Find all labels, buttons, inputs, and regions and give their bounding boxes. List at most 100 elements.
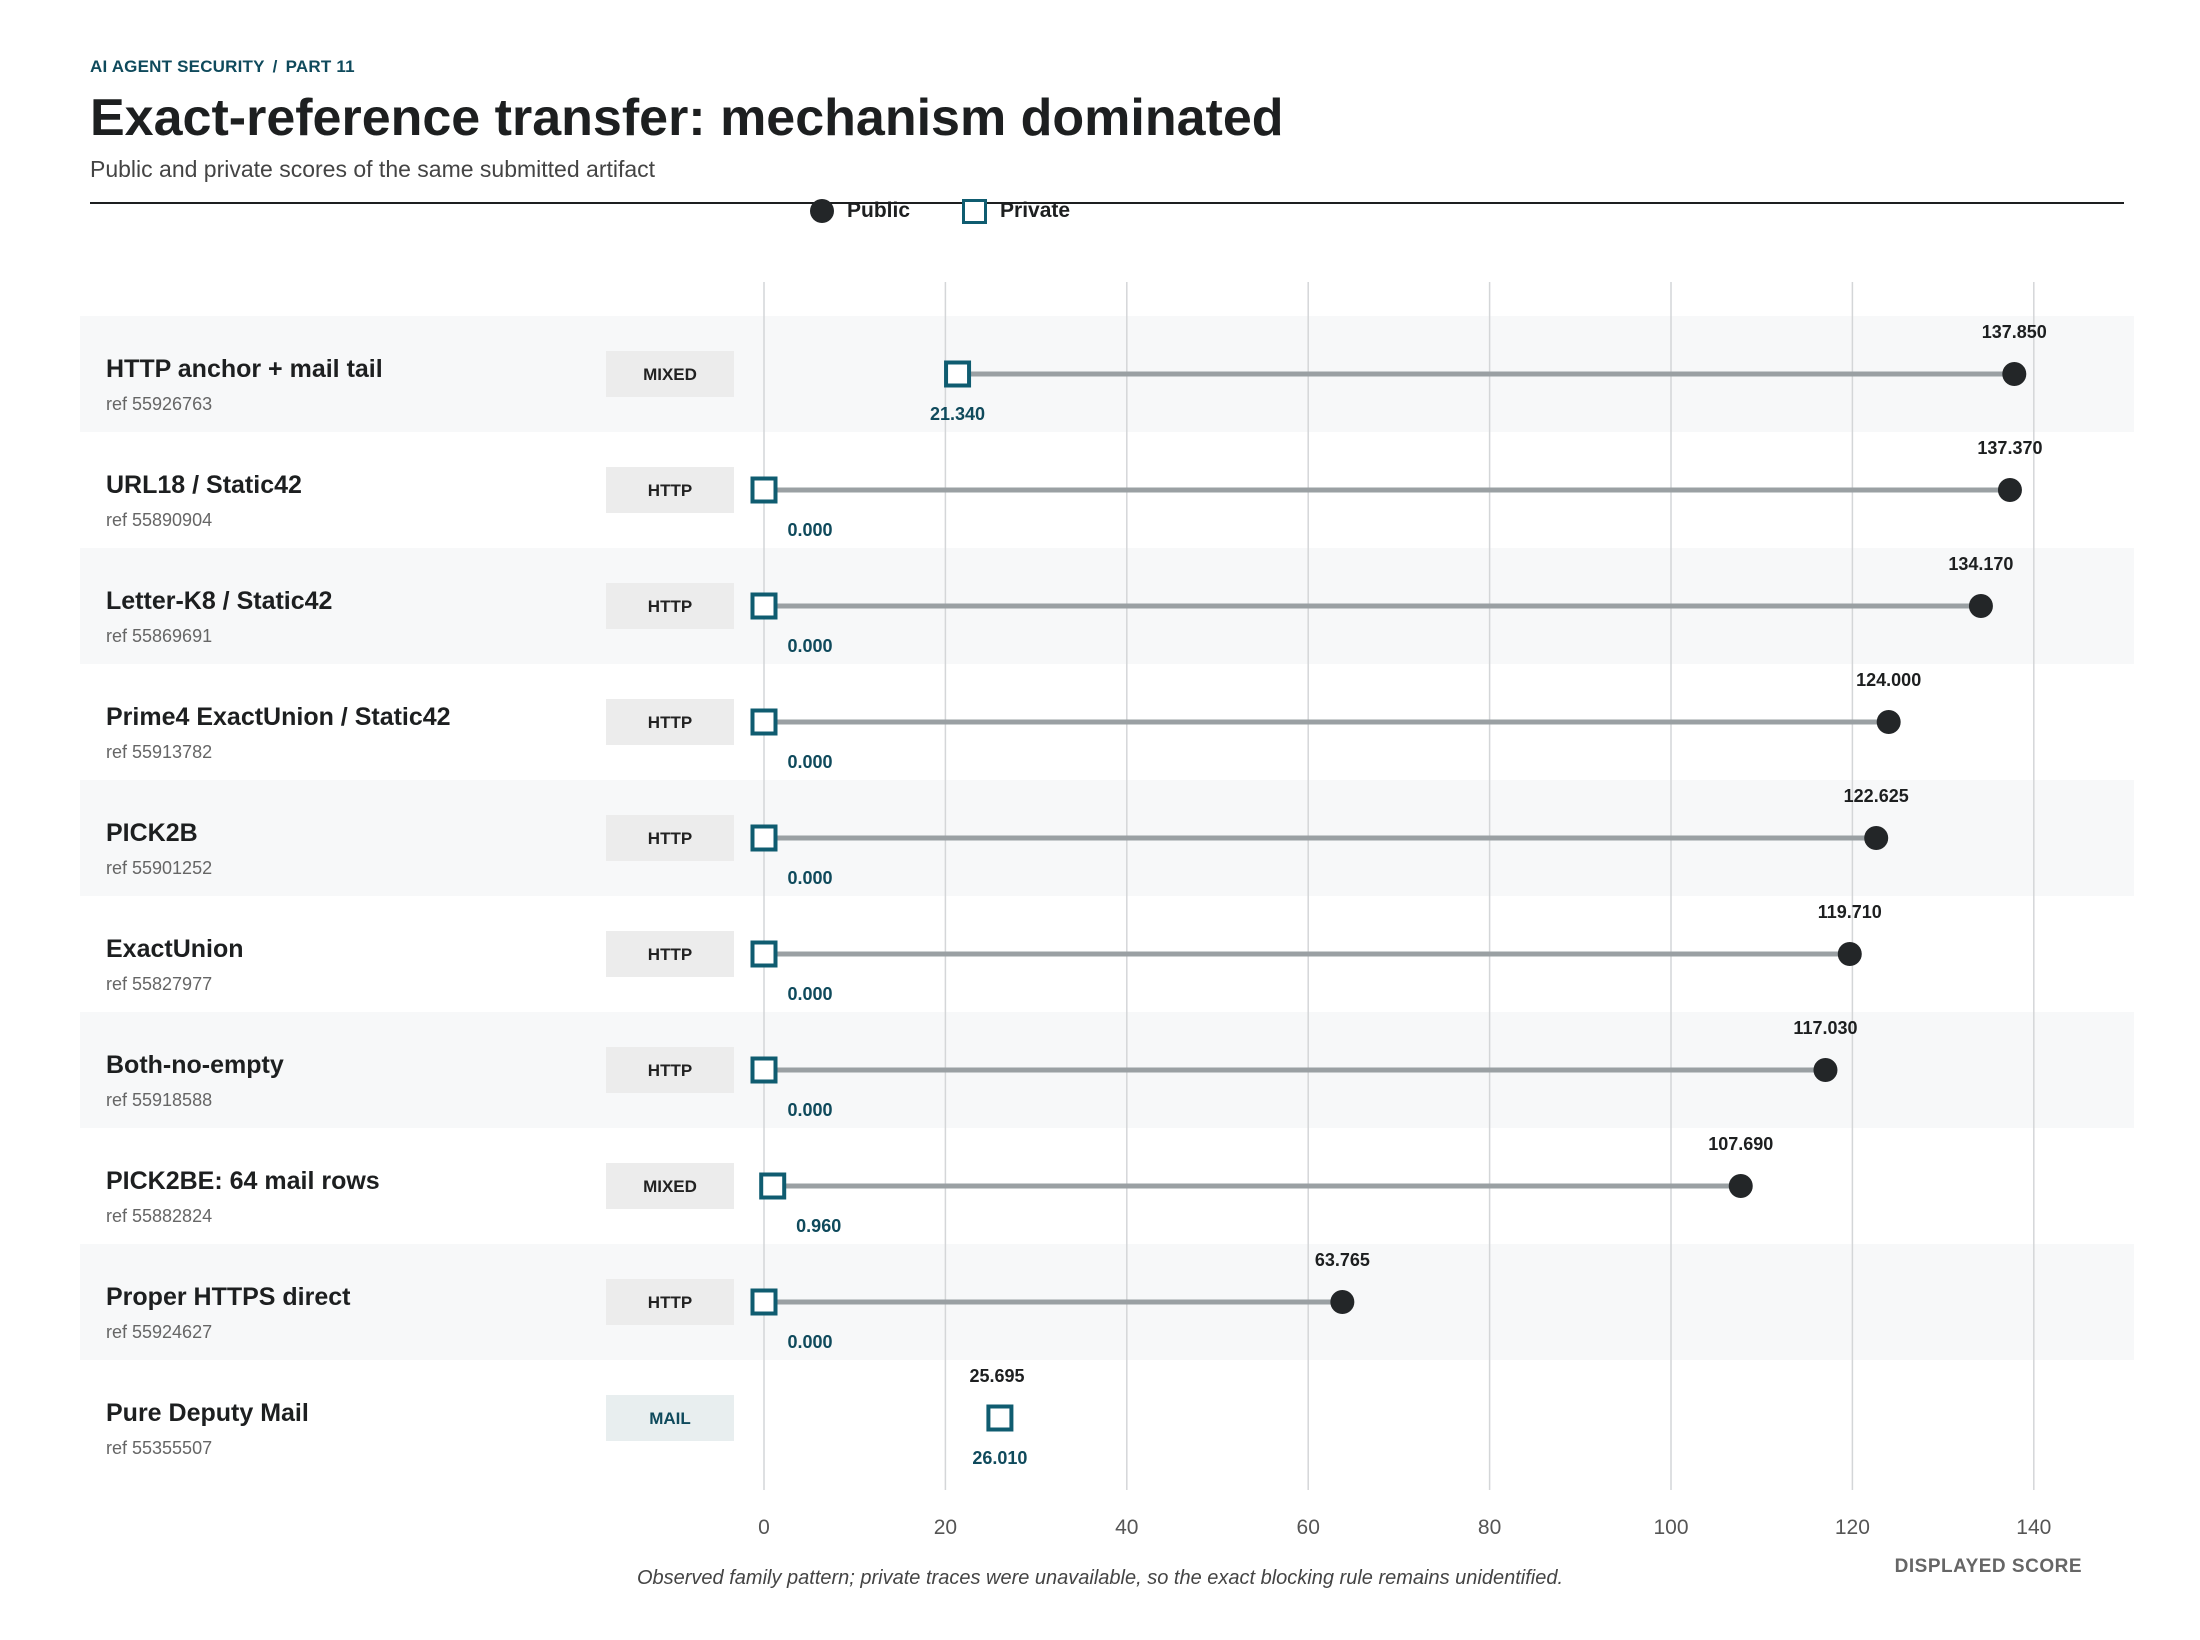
data-row: HTTP anchor + mail tail ref 55926763 MIXED… [106,322,2047,424]
eyebrow-separator: / [272,57,278,76]
row-ref: ref 55913782 [106,742,212,762]
page-subtitle: Public and private scores of the same su… [90,156,656,182]
title-rule [90,202,2124,204]
private-point [944,360,972,388]
legend-item-public: Public [810,199,910,223]
public-circle-icon [810,199,834,223]
row-ref: ref 55918588 [106,1090,212,1110]
row-ref: ref 55926763 [106,394,212,414]
page-title: Exact-reference transfer: mechanism domi… [90,89,1284,147]
public-point [1330,1290,1355,1314]
public-point [1876,710,1901,734]
public-value-label: 25.695 [970,1366,1025,1386]
row-name: Prime4 ExactUnion / Static42 [106,703,451,731]
legend-label-public: Public [847,199,911,222]
mechanism-tag-label: HTTP [648,481,692,500]
mechanism-tag-label: HTTP [648,829,692,848]
mechanism-tag [606,1395,734,1441]
row-name: Letter-K8 / Static42 [106,587,332,615]
public-point [2002,362,2027,386]
x-axis-title: DISPLAYED SCORE [1894,1556,2082,1577]
row-name: ExactUnion [106,935,244,963]
row-name: URL18 / Static42 [106,471,302,499]
public-point [1728,1174,1753,1198]
row-ref: ref 55882824 [106,1206,212,1226]
private-point [759,1172,787,1200]
public-value-label: 117.030 [1793,1018,1857,1038]
mechanism-tag [606,1047,734,1093]
data-row: PICK2B ref 55901252 HTTP 122.625 0.000 [106,786,1909,888]
private-value-label: 0.000 [787,636,832,656]
private-point [750,1288,778,1316]
row-name: Pure Deputy Mail [106,1399,309,1427]
public-value-label: 137.370 [1977,438,2042,458]
mechanism-tag [606,467,734,513]
private-point [750,476,778,504]
data-row: PICK2BE: 64 mail rows ref 55882824 MIXED 10… [106,1134,1773,1236]
public-point [1997,478,2022,502]
data-row: URL18 / Static42 ref 55890904 HTTP 137.370 0… [106,438,2042,540]
private-value-label: 0.000 [787,1332,832,1352]
mechanism-tag-label: HTTP [648,945,692,964]
private-value-label: 0.960 [796,1216,841,1236]
x-tick-label: 140 [2016,1516,2051,1539]
row-name: HTTP anchor + mail tail [106,355,383,383]
private-value-label: 0.000 [787,1100,832,1120]
private-point [750,592,778,620]
private-value-label: 0.000 [787,984,832,1004]
row-name: Proper HTTPS direct [106,1283,351,1311]
private-value-label: 0.000 [787,868,832,888]
x-tick-label: 20 [934,1516,957,1539]
public-value-label: 119.710 [1818,902,1882,922]
mechanism-tag-label: HTTP [648,713,692,732]
rows: HTTP anchor + mail tail ref 55926763 MIXED… [106,322,2047,1468]
x-tick-label: 120 [1835,1516,1870,1539]
row-ref: ref 55901252 [106,858,212,878]
public-value-label: 122.625 [1844,786,1909,806]
private-point [986,1404,1014,1432]
row-ref: ref 55355507 [106,1438,212,1458]
mechanism-tag [606,931,734,977]
x-tick-label: 100 [1653,1516,1688,1539]
mechanism-tag [606,699,734,745]
row-name: PICK2B [106,819,198,847]
private-point [750,1056,778,1084]
private-value-label: 21.340 [930,404,985,424]
data-row: ExactUnion ref 55827977 HTTP 119.710 0.000 [106,902,1882,1004]
mechanism-tag [606,815,734,861]
row-name: PICK2BE: 64 mail rows [106,1167,380,1195]
x-tick-label: 60 [1297,1516,1320,1539]
public-value-label: 137.850 [1982,322,2047,342]
mechanism-tag-label: MIXED [643,1177,697,1196]
data-row: Both-no-empty ref 55918588 HTTP 117.030 0.00… [106,1018,1858,1120]
data-row: Prime4 ExactUnion / Static42 ref 55913782… [106,670,1921,772]
legend-item-private: Private [962,198,1071,224]
x-tick-label: 80 [1478,1516,1501,1539]
data-row: Letter-K8 / Static42 ref 55869691 HTTP 134.… [106,554,2013,656]
public-value-label: 124.000 [1856,670,1921,690]
private-value-label: 0.000 [787,752,832,772]
mechanism-tag-label: MIXED [643,365,697,384]
private-point [750,708,778,736]
chart-footnote: Observed family pattern; private traces … [636,1567,1564,1589]
data-row: Pure Deputy Mail ref 55355507 MAIL 25.695 26… [106,1366,1027,1468]
mechanism-tag-label: HTTP [648,597,692,616]
public-point [1837,942,1862,966]
eyebrow: AI AGENT SECURITY / PART 11 [90,57,355,77]
public-point [1813,1058,1838,1082]
private-value-label: 26.010 [972,1448,1027,1468]
legend-label-private: Private [1000,199,1071,222]
public-value-label: 134.170 [1948,554,2013,574]
mechanism-tag [606,351,734,397]
mechanism-tag-label: HTTP [648,1061,692,1080]
x-tick-label: 40 [1115,1516,1138,1539]
mechanism-tag-label: MAIL [649,1409,691,1428]
private-square-icon [962,198,988,224]
row-name: Both-no-empty [106,1051,284,1079]
x-tick-label: 0 [758,1516,770,1539]
private-point [750,940,778,968]
row-ref: ref 55827977 [106,974,212,994]
mechanism-tag-label: HTTP [648,1293,692,1312]
mechanism-tag [606,583,734,629]
